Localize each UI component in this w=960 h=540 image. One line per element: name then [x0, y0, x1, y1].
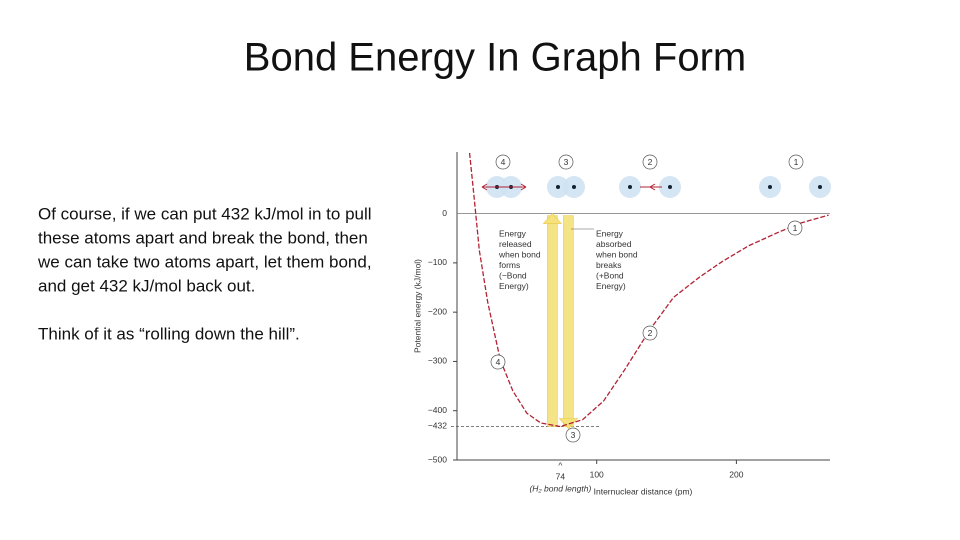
- state-number: 1: [794, 157, 799, 167]
- state-number: 3: [571, 430, 576, 440]
- state-marker: [565, 427, 581, 443]
- y-tick-label: −432: [428, 421, 447, 431]
- y-axis-label: Potential energy (kJ/mol): [412, 259, 422, 353]
- slide-title: Bond Energy In Graph Form: [244, 36, 746, 80]
- state-marker: [642, 154, 658, 170]
- force-arrows: [481, 183, 662, 191]
- absorbed-label: breaks: [596, 260, 622, 270]
- released-label: (−Bond: [499, 270, 527, 280]
- nucleus: [668, 185, 672, 189]
- energy-arrow-head: [542, 213, 563, 224]
- state-number: 3: [564, 157, 569, 167]
- state-marker: [788, 154, 804, 170]
- state-number: 2: [648, 328, 653, 338]
- absorbed-label: absorbed: [596, 239, 632, 249]
- energy-curve: [468, 152, 829, 428]
- energy-arrow: [563, 215, 574, 427]
- absorbed-label: (+Bond: [596, 270, 624, 280]
- energy-arrow-head: [558, 418, 579, 429]
- released-label: forms: [499, 260, 520, 270]
- body-text: Think of it as “rolling down the hill”.: [38, 324, 300, 343]
- y-tick-label: 0: [442, 208, 447, 218]
- body-text: these atoms apart and break the bond, th…: [38, 228, 368, 247]
- y-tick-label: −500: [428, 454, 447, 464]
- state-marker: [642, 325, 658, 341]
- state-marker: [558, 154, 574, 170]
- state-number: 4: [496, 357, 501, 367]
- x-tick-label: 200: [729, 469, 743, 479]
- nucleus: [556, 185, 560, 189]
- nucleus: [572, 185, 576, 189]
- released-label: Energy): [499, 281, 529, 291]
- body-text: Of course, if we can put 432 kJ/mol in t…: [38, 204, 372, 223]
- state-number: 4: [501, 157, 506, 167]
- bond-length-caret: ^: [558, 460, 562, 470]
- state-number: 2: [648, 157, 653, 167]
- y-tick-label: −400: [428, 405, 447, 415]
- y-tick-label: −100: [428, 257, 447, 267]
- state-number: 1: [793, 223, 798, 233]
- released-label: Energy: [499, 228, 527, 238]
- absorbed-label: when bond: [595, 249, 638, 259]
- released-label: when bond: [498, 249, 541, 259]
- nucleus: [628, 185, 632, 189]
- energy-arrow: [547, 215, 558, 427]
- nucleus: [768, 185, 772, 189]
- bond-length-value: 74: [556, 471, 566, 481]
- body-text: we can take two atoms apart, let them bo…: [37, 252, 372, 271]
- state-marker: [787, 220, 803, 236]
- y-tick-label: −300: [428, 356, 447, 366]
- bond-length-label: (H₂ bond length): [529, 483, 591, 493]
- x-axis-label: Internuclear distance (pm): [594, 486, 693, 496]
- y-tick-label: −200: [428, 306, 447, 316]
- nucleus: [818, 185, 822, 189]
- state-marker: [490, 354, 506, 370]
- absorbed-label: Energy: [596, 228, 624, 238]
- released-label: released: [499, 239, 532, 249]
- body-text: and get 432 kJ/mol back out.: [38, 276, 255, 295]
- state-marker: [495, 154, 511, 170]
- x-tick-label: 100: [590, 469, 604, 479]
- absorbed-label: Energy): [596, 281, 626, 291]
